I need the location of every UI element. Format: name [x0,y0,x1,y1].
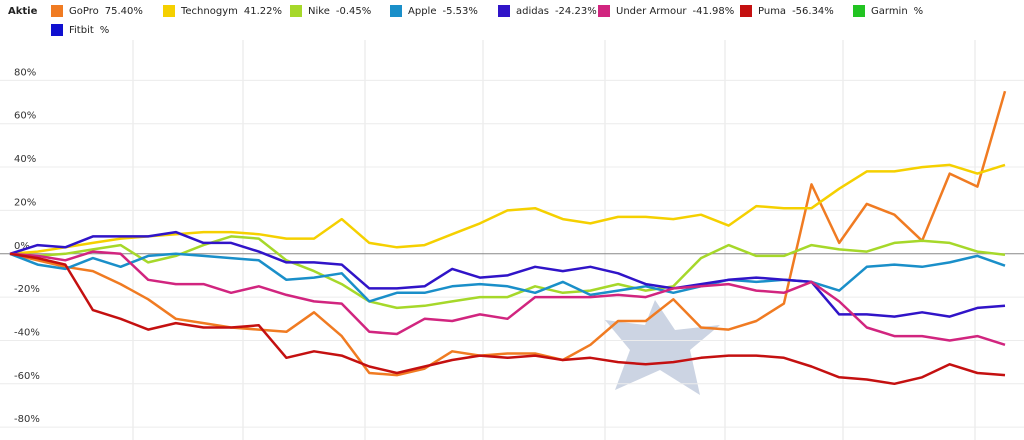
legend-swatch [498,5,510,17]
legend-title: Aktie [8,6,38,17]
legend-swatch [51,24,63,36]
legend-swatch [853,5,865,17]
y-tick-label: 60% [14,111,36,122]
series-line [9,235,1006,310]
y-tick-label: -40% [14,327,40,338]
legend-swatch [740,5,752,17]
legend-name: Nike [308,6,330,17]
series-line [9,230,1006,318]
y-tick-label: 20% [14,197,36,208]
legend-value: -41.98% [693,6,735,17]
legend-value: 75.40% [105,6,143,17]
legend-name: Puma [758,6,786,17]
y-tick-label: 80% [14,67,36,78]
legend-swatch [163,5,175,17]
legend-value: 41.22% [244,6,282,17]
legend-value: -24.23% [555,6,597,17]
legend-name: Apple [408,6,436,17]
watermark-star [605,300,720,395]
legend-name: Technogym [180,6,238,17]
series-line [9,252,1006,303]
series-line [9,163,1006,256]
legend-value: -5.53% [442,6,477,17]
legend-name: Fitbit [69,25,94,36]
legend-name: GoPro [69,6,99,17]
legend-swatch [390,5,402,17]
legend-swatch [598,5,610,17]
legend-swatch [290,5,302,17]
legend-value: -56.34% [792,6,834,17]
legend-swatch [51,5,63,17]
series-line [9,90,1007,377]
series-line [9,252,1006,386]
legend-name: Garmin [871,6,908,17]
y-tick-label: 40% [14,154,36,165]
y-tick-label: -80% [14,414,40,425]
legend-name: adidas [516,6,549,17]
legend-name: Under Armour [616,6,687,17]
y-tick-label: -20% [14,284,40,295]
series-line [9,250,1006,346]
legend-value: -0.45% [336,6,371,17]
y-tick-label: 0% [14,241,30,252]
legend-value: % [914,6,924,17]
legend-value: % [100,25,110,36]
y-tick-label: -60% [14,371,40,382]
